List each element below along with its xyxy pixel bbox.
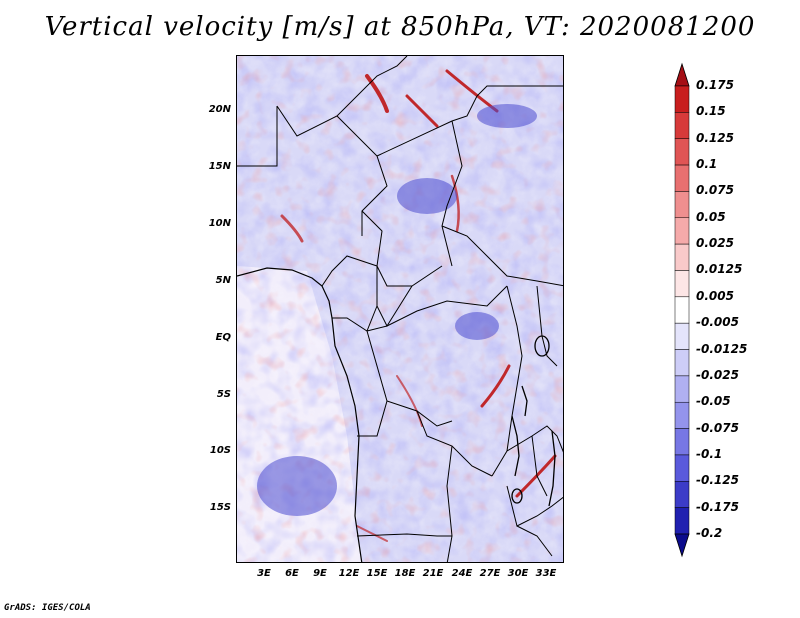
- colorbar-tick-label: 0.0125: [696, 262, 743, 277]
- colorbar-segment: [674, 454, 690, 482]
- vertical-velocity-field: [237, 56, 563, 562]
- colorbar-segment: [674, 401, 690, 429]
- lakes: [511, 335, 556, 507]
- colorbar-segment: [674, 428, 690, 456]
- lon-label: 30E: [507, 568, 529, 579]
- colorbar-segment: [674, 138, 690, 166]
- colorbar-tick-label: -0.175: [696, 499, 739, 514]
- colorbar-cap-bottom: [674, 533, 690, 558]
- lon-label: 24E: [451, 568, 473, 579]
- colorbar-segment: [674, 164, 690, 192]
- colorbar-segment: [674, 375, 690, 403]
- lon-label: 6E: [285, 568, 299, 579]
- footer-credit: GrADS: IGES/COLA: [4, 603, 91, 613]
- colorbar-tick-label: 0.025: [696, 236, 734, 251]
- colorbar-segment: [674, 322, 690, 350]
- downdraft-patches: [257, 104, 537, 516]
- colorbar-tick-label: 0.075: [696, 183, 734, 198]
- lat-label: 20N: [208, 104, 231, 115]
- colorbar-cap-top: [674, 62, 690, 87]
- colorbar-tick-label: -0.005: [696, 315, 739, 330]
- lat-label: 5N: [215, 275, 231, 286]
- colorbar-tick-label: 0.005: [696, 288, 734, 303]
- lon-label: 3E: [257, 568, 271, 579]
- lat-label: 5S: [216, 389, 231, 400]
- lon-label: 33E: [535, 568, 557, 579]
- lon-label: 12E: [338, 568, 360, 579]
- colorbar-tick-label: -0.05: [696, 394, 731, 409]
- colorbar-tick-label: 0.125: [696, 130, 734, 145]
- colorbar-segment: [674, 507, 690, 535]
- map-title: Vertical velocity [m/s] at 850hPa, VT: 2…: [44, 12, 756, 42]
- lat-label: 10S: [209, 445, 231, 456]
- colorbar-segment: [674, 296, 690, 324]
- colorbar-segment: [674, 191, 690, 219]
- colorbar-tick-label: 0.1: [696, 157, 718, 172]
- lon-label: 18E: [394, 568, 416, 579]
- lat-label: 15S: [209, 502, 231, 513]
- lon-label: 15E: [366, 568, 388, 579]
- colorbar-segment: [674, 349, 690, 377]
- lon-label: 21E: [422, 568, 444, 579]
- colorbar-tick-label: -0.0125: [696, 341, 748, 356]
- lat-label: EQ: [215, 332, 231, 343]
- colorbar-tick-label: -0.125: [696, 473, 739, 488]
- colorbar-tick-label: -0.075: [696, 420, 739, 435]
- colorbar-segment: [674, 481, 690, 508]
- country-boundaries: [237, 56, 563, 562]
- lat-label: 15N: [208, 161, 231, 172]
- colorbar: [674, 62, 690, 558]
- lon-label: 27E: [479, 568, 501, 579]
- colorbar-tick-label: 0.15: [696, 104, 726, 119]
- colorbar-segment: [674, 85, 690, 113]
- colorbar-tick-label: -0.025: [696, 367, 739, 382]
- lat-label: 10N: [208, 218, 231, 229]
- lon-label: 9E: [313, 568, 327, 579]
- map-panel: [236, 55, 564, 563]
- colorbar-tick-label: 0.05: [696, 209, 726, 224]
- colorbar-tick-label: -0.1: [696, 446, 723, 461]
- colorbar-tick-label: -0.2: [696, 526, 723, 540]
- colorbar-segment: [674, 270, 690, 298]
- colorbar-segment: [674, 243, 690, 271]
- colorbar-segment: [674, 112, 690, 139]
- colorbar-tick-label: 0.175: [696, 78, 734, 92]
- colorbar-segment: [674, 217, 690, 245]
